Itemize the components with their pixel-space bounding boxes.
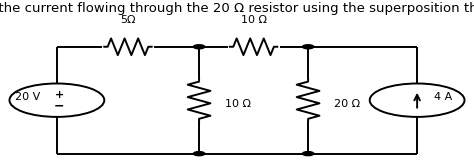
Text: +: + (55, 90, 64, 100)
Text: 10 Ω: 10 Ω (225, 99, 251, 109)
Circle shape (302, 45, 314, 49)
Circle shape (193, 45, 205, 49)
Text: 3) Find the current flowing through the 20 Ω resistor using the superposition th: 3) Find the current flowing through the … (0, 2, 474, 15)
Circle shape (302, 152, 314, 156)
Text: 20 Ω: 20 Ω (334, 99, 360, 109)
Text: −: − (54, 99, 64, 112)
Text: 5Ω: 5Ω (120, 15, 136, 25)
Text: 4 A: 4 A (434, 92, 452, 102)
Text: 10 Ω: 10 Ω (241, 15, 266, 25)
Circle shape (193, 152, 205, 156)
Text: 20 V: 20 V (15, 92, 40, 102)
